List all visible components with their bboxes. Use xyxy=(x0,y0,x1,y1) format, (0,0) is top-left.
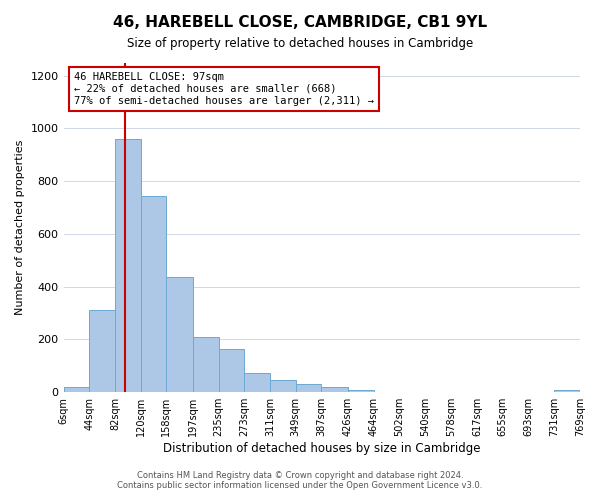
Bar xyxy=(166,278,193,392)
Bar xyxy=(322,388,348,392)
Text: Contains HM Land Registry data © Crown copyright and database right 2024.
Contai: Contains HM Land Registry data © Crown c… xyxy=(118,470,482,490)
X-axis label: Distribution of detached houses by size in Cambridge: Distribution of detached houses by size … xyxy=(163,442,481,455)
Bar xyxy=(193,337,218,392)
Bar xyxy=(244,373,270,392)
Bar xyxy=(270,380,296,392)
Text: 46 HAREBELL CLOSE: 97sqm
← 22% of detached houses are smaller (668)
77% of semi-: 46 HAREBELL CLOSE: 97sqm ← 22% of detach… xyxy=(74,72,374,106)
Text: Size of property relative to detached houses in Cambridge: Size of property relative to detached ho… xyxy=(127,38,473,51)
Bar xyxy=(115,139,141,392)
Bar xyxy=(218,348,244,392)
Bar xyxy=(348,390,374,392)
Bar xyxy=(89,310,115,392)
Bar xyxy=(64,387,89,392)
Text: 46, HAREBELL CLOSE, CAMBRIDGE, CB1 9YL: 46, HAREBELL CLOSE, CAMBRIDGE, CB1 9YL xyxy=(113,15,487,30)
Y-axis label: Number of detached properties: Number of detached properties xyxy=(15,140,25,315)
Bar xyxy=(554,390,580,392)
Bar xyxy=(296,384,322,392)
Bar xyxy=(141,196,166,392)
